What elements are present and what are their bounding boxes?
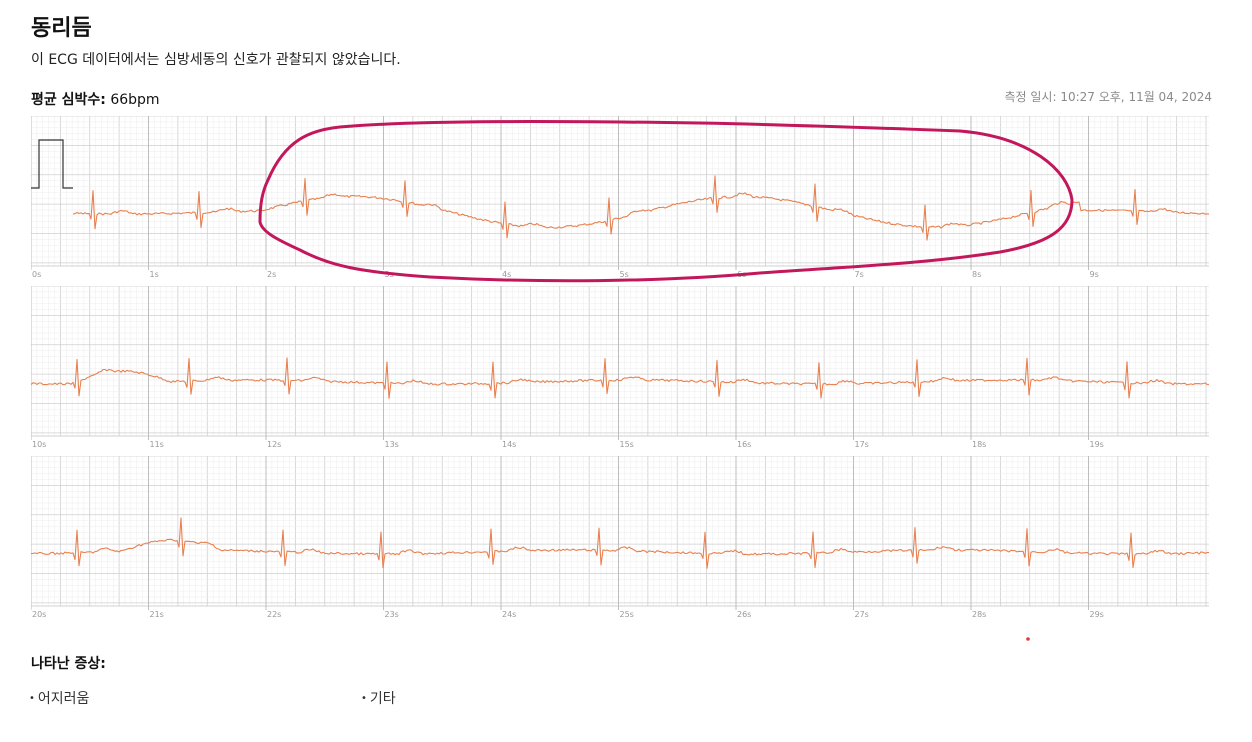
- ecg-grid: [31, 456, 1209, 606]
- ecg-grid: [31, 286, 1209, 436]
- ecg-trace: [31, 517, 1209, 569]
- time-tick-label: 1s: [150, 270, 159, 279]
- time-tick-label: 22s: [267, 610, 281, 619]
- time-tick-label: 17s: [855, 440, 869, 449]
- average-heart-rate: 평균 심박수: 66bpm: [31, 89, 160, 109]
- time-tick-label: 29s: [1090, 610, 1104, 619]
- ecg-strip-2: 10s 11s 12s 13s 14s 15s 16s 17s 18s 19s: [31, 286, 1209, 454]
- page-title: 동리듬: [31, 16, 92, 41]
- time-tick-label: 0s: [32, 270, 41, 279]
- measurement-timestamp: 측정 일시: 10:27 오후, 11월 04, 2024: [1004, 90, 1213, 104]
- time-tick-label: 18s: [972, 440, 986, 449]
- time-tick-label: 16s: [737, 440, 751, 449]
- ecg-strip-3: 20s 21s 22s 23s 24s 25s 26s 27s 28s 29s: [31, 456, 1209, 624]
- ecg-trace: [31, 357, 1209, 399]
- time-tick-label: 2s: [267, 270, 276, 279]
- time-tick-label: 14s: [502, 440, 516, 449]
- time-tick-label: 5s: [620, 270, 629, 279]
- time-tick-label: 27s: [855, 610, 869, 619]
- symptom-item: • 기타: [361, 691, 396, 707]
- time-tick-label: 23s: [385, 610, 399, 619]
- symptom-item: • 어지러움: [29, 691, 90, 707]
- symptoms-title: 나타난 증상:: [31, 656, 106, 672]
- ecg-strip-3-graph: 20s 21s 22s 23s 24s 25s 26s 27s 28s 29s: [31, 456, 1209, 619]
- time-tick-label: 21s: [150, 610, 164, 619]
- time-tick-label: 13s: [385, 440, 399, 449]
- time-tick-label: 24s: [502, 610, 516, 619]
- ecg-grid: [31, 116, 1209, 266]
- time-tick-label: 11s: [150, 440, 164, 449]
- time-tick-label: 15s: [620, 440, 634, 449]
- ecg-strip-1: 0s 1s 2s 3s 4s 5s 6s 7s 8s 9s: [31, 116, 1209, 284]
- time-tick-label: 4s: [502, 270, 511, 279]
- time-tick-label: 6s: [737, 270, 746, 279]
- red-dot-mark: [1026, 637, 1030, 641]
- result-description: 이 ECG 데이터에서는 심방세동의 신호가 관찰되지 않았습니다.: [31, 52, 401, 68]
- time-tick-label: 12s: [267, 440, 281, 449]
- time-tick-label: 9s: [1090, 270, 1099, 279]
- time-tick-label: 20s: [32, 610, 46, 619]
- time-tick-label: 10s: [32, 440, 46, 449]
- ecg-strip-2-graph: 10s 11s 12s 13s 14s 15s 16s 17s 18s 19s: [31, 286, 1209, 449]
- time-tick-label: 25s: [620, 610, 634, 619]
- time-tick-label: 26s: [737, 610, 751, 619]
- calibration-pulse: [31, 139, 73, 189]
- time-tick-label: 3s: [385, 270, 394, 279]
- time-tick-label: 7s: [855, 270, 864, 279]
- heart-rate-value: 66bpm: [110, 92, 160, 108]
- time-tick-label: 8s: [972, 270, 981, 279]
- ecg-strip-1-graph: 0s 1s 2s 3s 4s 5s 6s 7s 8s 9s: [31, 116, 1209, 279]
- time-tick-label: 19s: [1090, 440, 1104, 449]
- heart-rate-label: 평균 심박수:: [31, 92, 106, 108]
- ecg-trace: [72, 175, 1209, 241]
- time-tick-label: 28s: [972, 610, 986, 619]
